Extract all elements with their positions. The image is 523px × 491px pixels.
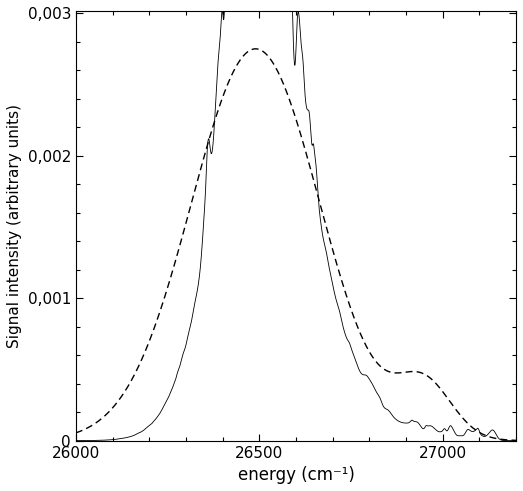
X-axis label: energy (cm⁻¹): energy (cm⁻¹) (237, 466, 355, 484)
Y-axis label: Signal intensity (arbitrary units): Signal intensity (arbitrary units) (7, 104, 22, 348)
